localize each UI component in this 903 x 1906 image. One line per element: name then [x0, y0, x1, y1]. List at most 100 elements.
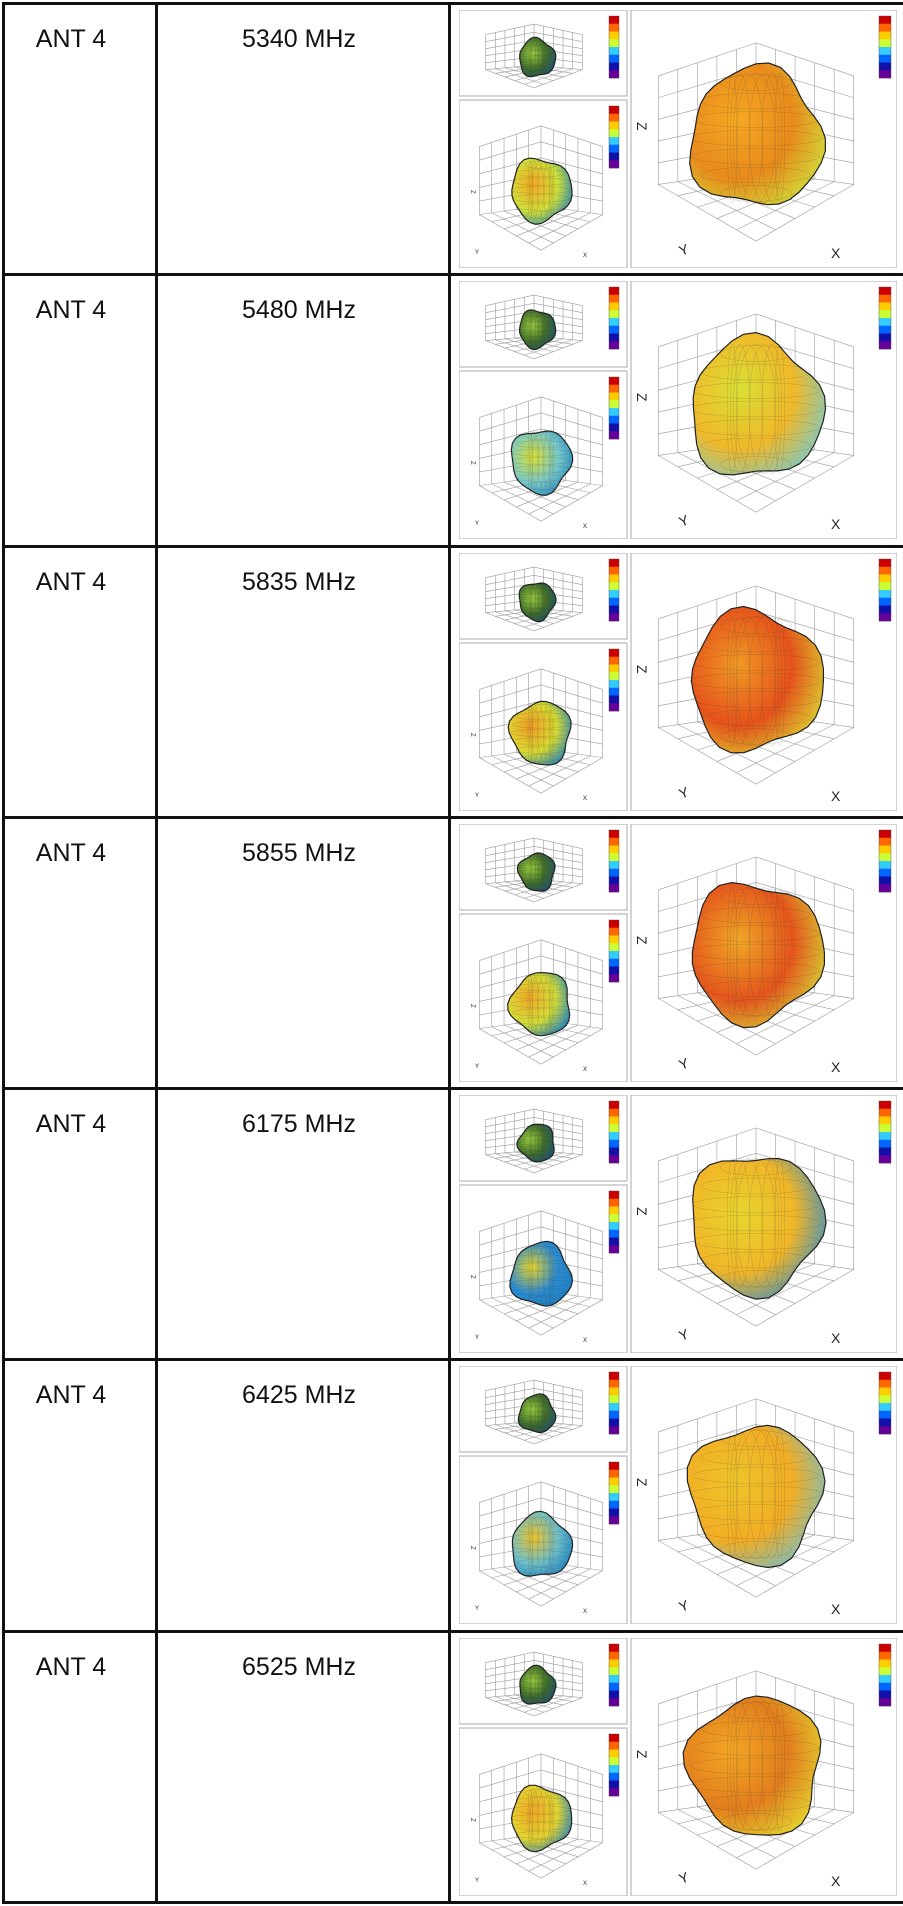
axis-label-x: X: [831, 1601, 841, 1617]
axis-label-x: X: [831, 516, 841, 532]
axis-label-z: Z: [634, 1207, 650, 1216]
radiation-pattern-plot: Y XZY XZ: [458, 1637, 897, 1896]
axis-label-y: Y: [475, 250, 479, 256]
axis-label-z: Z: [469, 190, 475, 194]
total-pattern-panel: Y XZ: [630, 1095, 897, 1354]
axis-label-z: Z: [634, 936, 650, 945]
axis-label-y: Y: [475, 793, 479, 799]
frequency-label: 6525 MHz: [242, 1652, 356, 1681]
frequency-cell: 6175 MHz: [155, 1087, 451, 1362]
axis-label-z: Z: [634, 665, 650, 674]
axis-label-z: Z: [469, 1275, 475, 1279]
axis-label-z: Z: [634, 1478, 650, 1487]
antenna-label: ANT 4: [35, 1110, 107, 1139]
axis-label-x: X: [583, 524, 587, 530]
antenna-cell: ANT 4: [2, 1, 158, 277]
theta-pattern-panel: [458, 1366, 627, 1453]
total-pattern-panel: Y XZ: [630, 552, 897, 811]
frequency-cell: 6425 MHz: [155, 1358, 451, 1633]
frequency-cell: 5855 MHz: [155, 815, 451, 1091]
radiation-pattern-plot: Y XZY XZ: [458, 281, 897, 540]
axis-label-z: Z: [634, 1750, 650, 1759]
axis-label-z: Z: [469, 1546, 475, 1550]
frequency-label: 5835 MHz: [242, 567, 356, 596]
total-pattern-panel: Y XZ: [630, 281, 897, 540]
phi-pattern-panel: Y X Z: [458, 1455, 627, 1625]
theta-pattern-panel: [458, 823, 627, 911]
phi-pattern-panel: Y X Z: [458, 370, 627, 540]
axis-label-z: Z: [634, 122, 650, 131]
antenna-cell: ANT 4: [2, 815, 158, 1091]
antenna-label: ANT 4: [35, 1652, 107, 1681]
axis-label-x: X: [831, 1873, 841, 1889]
axis-label-x: X: [583, 253, 587, 259]
antenna-cell: ANT 4: [2, 1358, 158, 1633]
frequency-label: 6425 MHz: [242, 1381, 356, 1410]
antenna-cell: ANT 4: [2, 273, 158, 548]
frequency-label: 5340 MHz: [242, 25, 356, 53]
theta-pattern-panel: [458, 552, 627, 640]
axis-label-y: Y: [475, 1335, 479, 1341]
axis-label-y: Y: [475, 521, 479, 527]
antenna-cell: ANT 4: [2, 544, 158, 819]
theta-pattern-panel: [458, 1637, 627, 1725]
axis-label-z: Z: [469, 733, 475, 737]
theta-pattern-panel: [458, 1095, 627, 1182]
total-pattern-panel: Y XZ: [630, 823, 897, 1082]
radiation-pattern-plot: Y XZY XZ: [458, 823, 897, 1082]
axis-label-z: Z: [469, 461, 475, 465]
axis-label-y: Y: [475, 1878, 479, 1884]
axis-label-x: X: [583, 1338, 587, 1344]
frequency-cell: 6525 MHz: [155, 1629, 451, 1905]
radiation-pattern-plot: Y XZY XZ: [458, 1366, 897, 1625]
theta-pattern-panel: [458, 281, 627, 368]
antenna-cell: ANT 4: [2, 1629, 158, 1905]
antenna-label: ANT 4: [35, 296, 107, 325]
axis-label-x: X: [583, 1067, 587, 1073]
total-pattern-panel: Y XZ: [630, 1637, 897, 1896]
axis-label-x: X: [831, 245, 841, 261]
total-pattern-panel: Y XZ: [630, 1366, 897, 1625]
phi-pattern-panel: Y X Z: [458, 642, 627, 811]
phi-pattern-panel: Y X Z: [458, 1184, 627, 1354]
antenna-label: ANT 4: [35, 567, 107, 596]
phi-pattern-panel: Y X Z: [458, 913, 627, 1082]
axis-label-z: Z: [469, 1004, 475, 1008]
antenna-label: ANT 4: [35, 1381, 107, 1410]
axis-label-x: X: [583, 796, 587, 802]
frequency-cell: 5340 MHz: [155, 1, 451, 277]
axis-label-x: X: [583, 1881, 587, 1887]
radiation-pattern-plot: Y XZY XZ: [458, 552, 897, 811]
antenna-label: ANT 4: [35, 25, 107, 53]
antenna-cell: ANT 4: [2, 1087, 158, 1362]
axis-label-z: Z: [634, 393, 650, 402]
radiation-pattern-plot: Y XZY XZ: [458, 1095, 897, 1354]
frequency-label: 6175 MHz: [242, 1110, 356, 1139]
axis-label-x: X: [831, 1330, 841, 1346]
axis-label-z: Z: [469, 1818, 475, 1822]
axis-label-x: X: [831, 1059, 841, 1075]
total-pattern-panel: Y XZ: [630, 10, 897, 268]
frequency-cell: 5480 MHz: [155, 273, 451, 548]
axis-label-x: X: [831, 788, 841, 804]
axis-label-y: Y: [475, 1606, 479, 1612]
